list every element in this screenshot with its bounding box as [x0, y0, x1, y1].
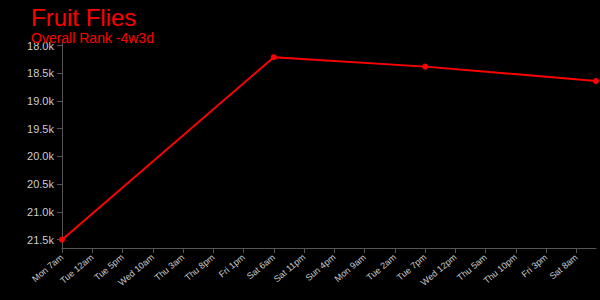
svg-text:Mon 7am: Mon 7am [30, 252, 66, 284]
svg-text:Sat 11pm: Sat 11pm [272, 252, 307, 284]
svg-text:Sun 4pm: Sun 4pm [304, 252, 338, 283]
svg-text:Thu 3am: Thu 3am [153, 252, 187, 283]
svg-text:Fri 3pm: Fri 3pm [520, 252, 550, 279]
svg-text:Wed 10am: Wed 10am [116, 252, 156, 288]
svg-text:Tue 5pm: Tue 5pm [92, 252, 126, 283]
svg-text:Tue 12am: Tue 12am [58, 252, 95, 286]
svg-text:Sat 8am: Sat 8am [548, 252, 580, 281]
svg-text:Overall Rank -4w3d: Overall Rank -4w3d [31, 30, 154, 46]
svg-text:20.0k: 20.0k [27, 150, 54, 162]
svg-text:19.5k: 19.5k [27, 123, 54, 135]
svg-text:18.5k: 18.5k [27, 67, 54, 79]
svg-text:Fruit Flies: Fruit Flies [31, 4, 136, 31]
svg-text:21.5k: 21.5k [27, 234, 54, 246]
svg-text:Thu 8pm: Thu 8pm [183, 252, 217, 283]
svg-text:Tue 2am: Tue 2am [365, 252, 398, 282]
svg-text:Fri 1pm: Fri 1pm [217, 252, 247, 279]
svg-text:Thu 10pm: Thu 10pm [482, 252, 519, 286]
svg-text:Wed 12pm: Wed 12pm [419, 252, 459, 288]
svg-text:21.0k: 21.0k [27, 206, 54, 218]
svg-text:19.0k: 19.0k [27, 95, 54, 107]
svg-text:Sat 6am: Sat 6am [244, 252, 277, 282]
svg-text:Tue 7pm: Tue 7pm [395, 252, 429, 283]
svg-text:Mon 9am: Mon 9am [333, 252, 368, 284]
svg-text:20.5k: 20.5k [27, 178, 54, 190]
svg-text:Thu 5am: Thu 5am [455, 252, 489, 283]
